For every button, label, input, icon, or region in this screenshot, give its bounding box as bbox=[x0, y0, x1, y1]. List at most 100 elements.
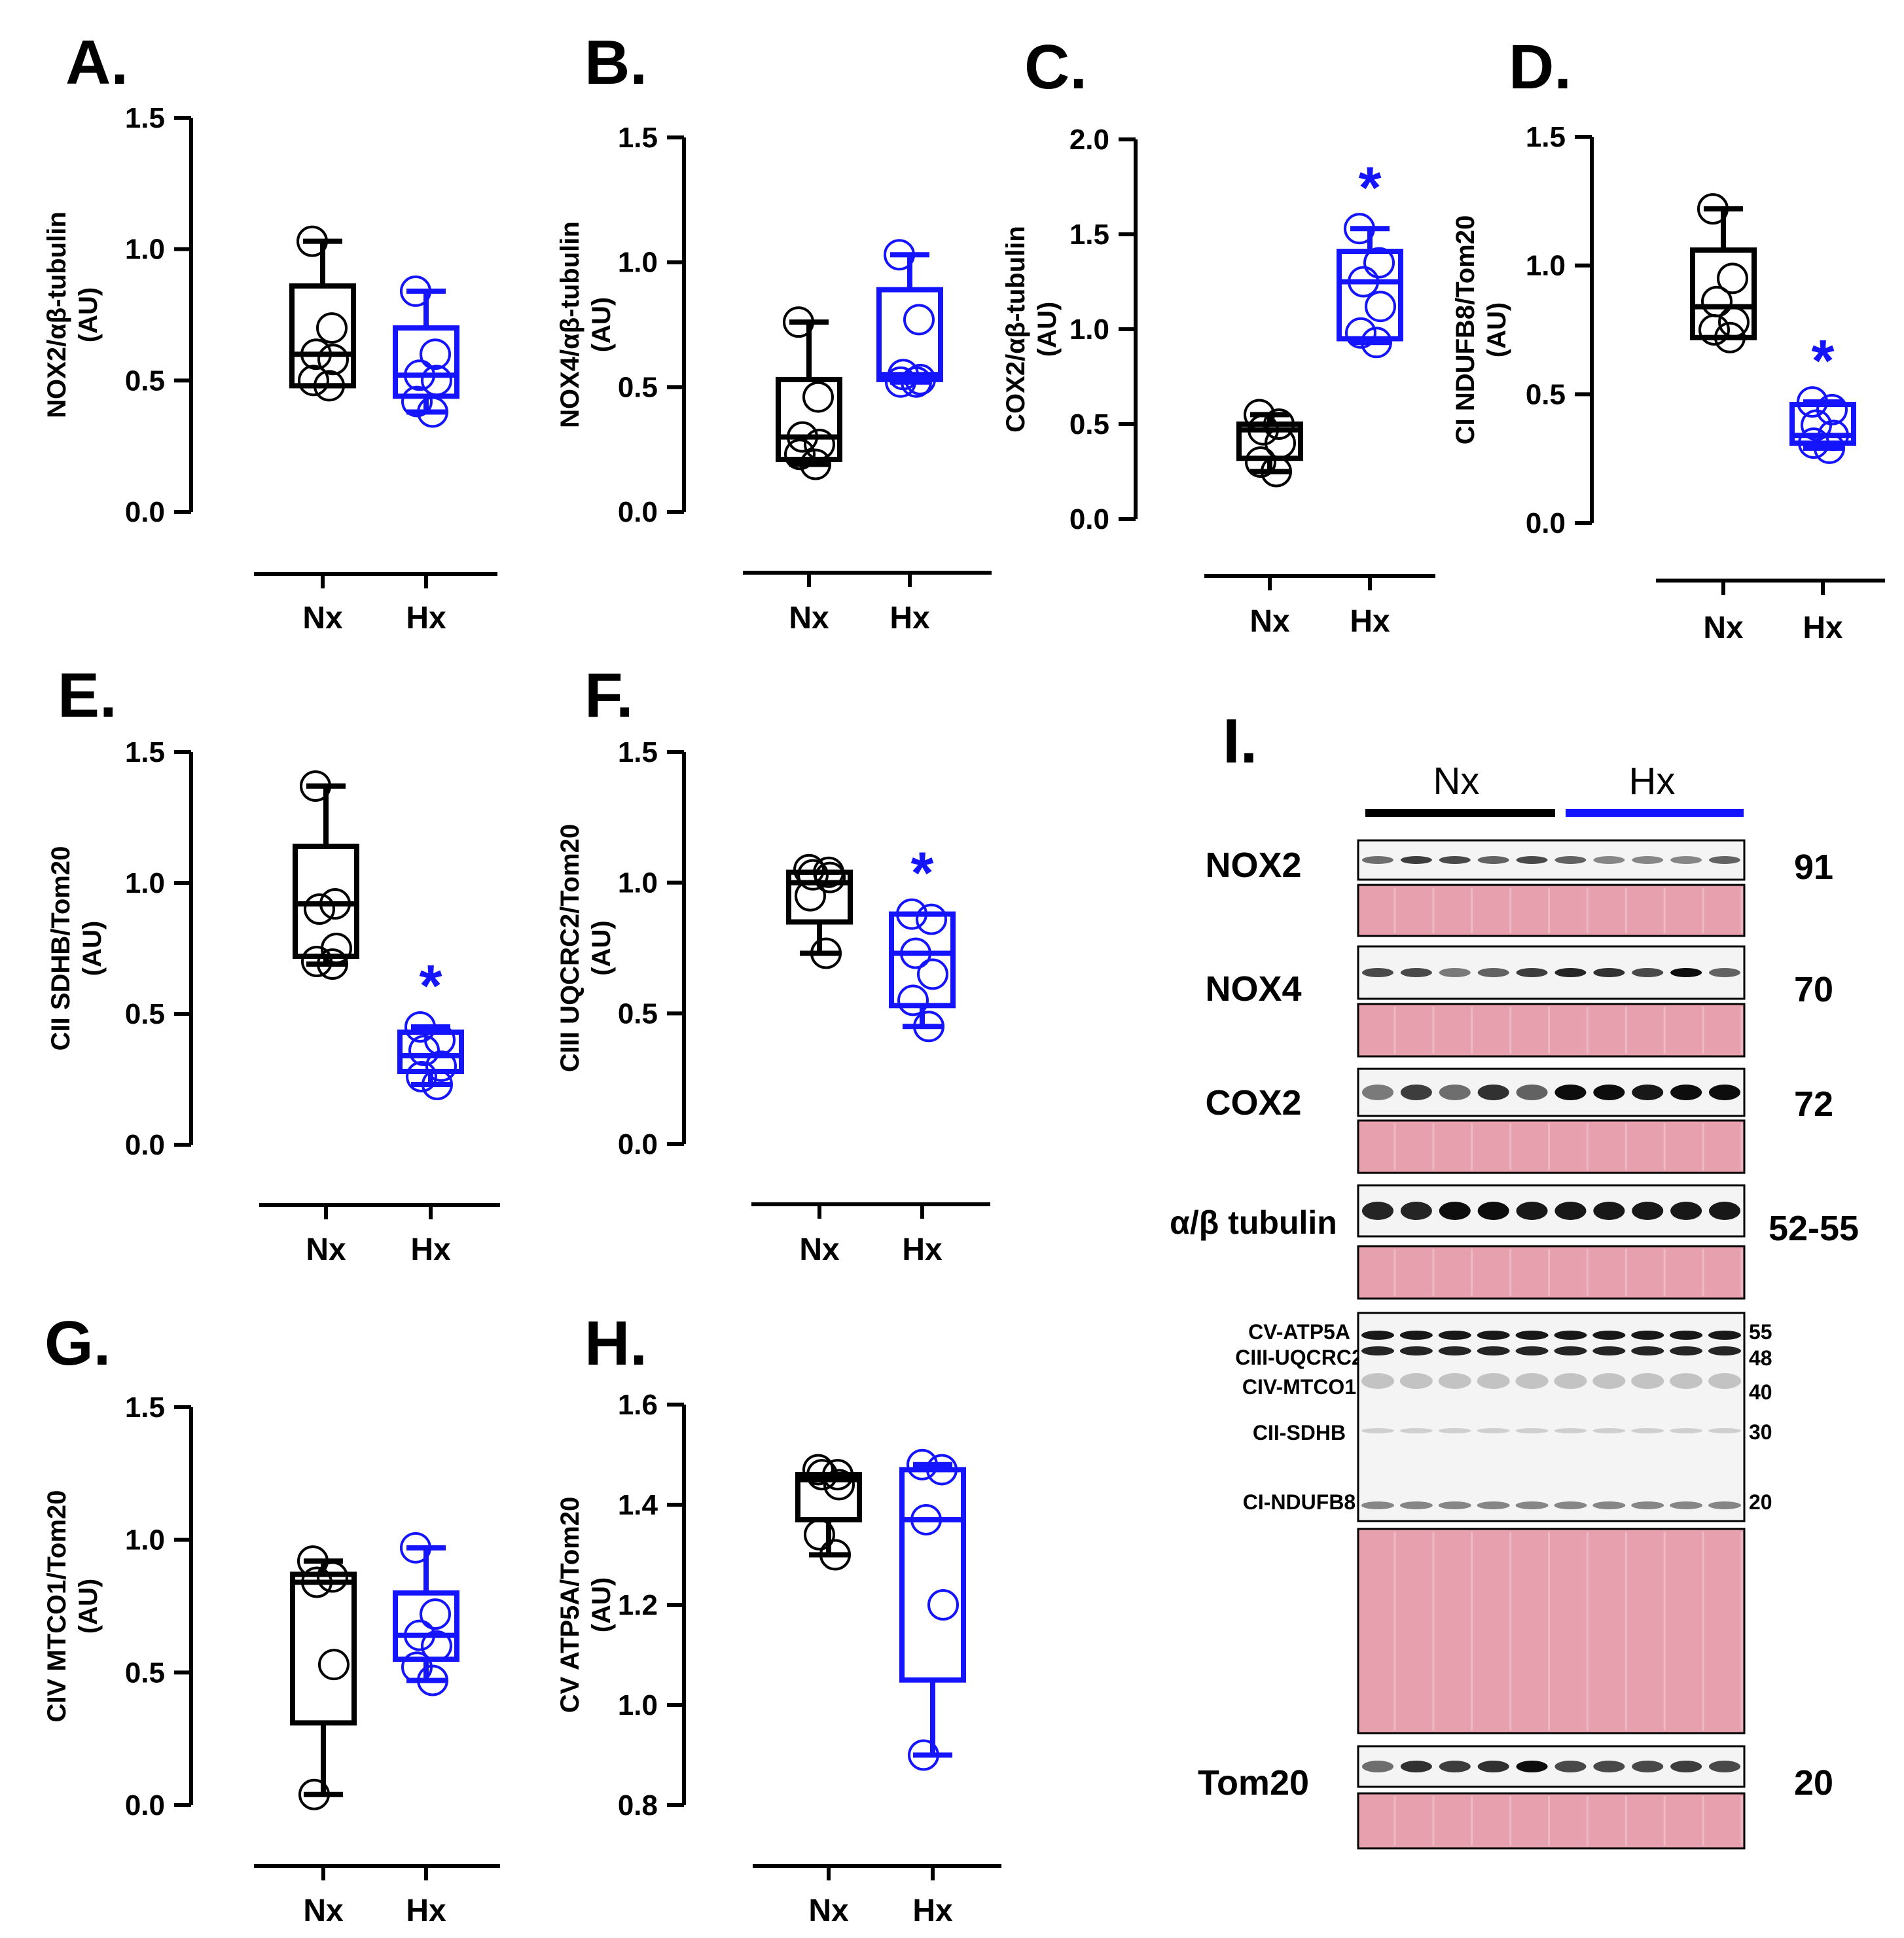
boxplot-hx bbox=[876, 239, 943, 398]
chart-d: D. 0.0 0.5 1.0 1.5 CI NDUFB8/Tom20 (AU) Nx Hx * bbox=[1451, 32, 1885, 645]
band bbox=[1709, 1085, 1740, 1100]
panel-letter-I: I. bbox=[1223, 706, 1257, 776]
y-axis-label-line2: (AU) bbox=[78, 921, 107, 976]
band bbox=[1399, 1331, 1433, 1340]
y-tick-label: 0.5 bbox=[1526, 378, 1566, 410]
blot-kda-tubulin: 52-55 bbox=[1769, 1209, 1859, 1248]
boxplot-hx: * bbox=[1337, 155, 1403, 359]
band bbox=[1592, 1331, 1626, 1340]
band bbox=[1439, 968, 1471, 977]
y-tick-label: 0.5 bbox=[125, 1657, 165, 1689]
boxplot-hx: * bbox=[397, 954, 464, 1100]
band bbox=[1631, 1373, 1664, 1389]
band bbox=[1554, 1373, 1587, 1389]
ponceau-nox2 bbox=[1357, 884, 1746, 937]
y-axis-label: CIII UQCRC2/Tom20 (AU) bbox=[556, 824, 616, 1072]
blot-kda-civ-mtco1: 40 bbox=[1749, 1380, 1772, 1404]
band bbox=[1592, 1428, 1626, 1433]
y-tick-label: 0.5 bbox=[125, 998, 165, 1030]
ponceau-cox2 bbox=[1357, 1119, 1746, 1174]
band bbox=[1592, 1373, 1626, 1389]
band bbox=[1361, 1501, 1394, 1509]
band bbox=[1516, 968, 1548, 977]
band bbox=[1362, 1761, 1393, 1772]
blot-label-nox2: NOX2 bbox=[1205, 846, 1301, 885]
ponceau-nox4 bbox=[1357, 1003, 1746, 1058]
y-axis-label-line1: NOX2/αβ-tubulin bbox=[43, 211, 71, 418]
data-point bbox=[897, 984, 929, 1016]
box-iqr bbox=[1690, 247, 1757, 340]
boxplot-nx bbox=[290, 1545, 357, 1810]
blot-kda-nox2: 91 bbox=[1794, 848, 1833, 887]
band bbox=[1516, 1085, 1548, 1100]
band bbox=[1554, 1346, 1587, 1355]
blot-label-ci-ndufb8: CI-NDUFB8 bbox=[1243, 1490, 1356, 1514]
band bbox=[1439, 1761, 1471, 1772]
data-point bbox=[304, 893, 335, 925]
y-tick-label: 0.0 bbox=[125, 496, 165, 528]
data-point bbox=[301, 1566, 332, 1598]
data-point bbox=[917, 958, 948, 990]
blot-header-nx: Nx bbox=[1433, 760, 1480, 802]
y-tick-label: 1.6 bbox=[618, 1389, 658, 1421]
y-axis-label-line1: CI NDUFB8/Tom20 bbox=[1451, 215, 1480, 444]
data-point bbox=[903, 304, 935, 336]
panel-letter: F. bbox=[584, 660, 634, 730]
data-point bbox=[298, 365, 329, 397]
data-point bbox=[317, 344, 349, 376]
data-point bbox=[916, 903, 947, 935]
band bbox=[1670, 1202, 1702, 1220]
blot-strips bbox=[1357, 839, 1746, 1850]
data-point bbox=[913, 1011, 944, 1043]
data-point bbox=[804, 1518, 835, 1551]
panel-letter: A. bbox=[65, 27, 128, 98]
blot-header-hx: Hx bbox=[1629, 760, 1676, 802]
x-tick-label: Nx bbox=[799, 1232, 840, 1267]
blot-label-cox2: COX2 bbox=[1205, 1083, 1301, 1122]
data-point bbox=[810, 937, 842, 969]
ponceau-tom20 bbox=[1357, 1792, 1746, 1850]
band bbox=[1438, 1428, 1471, 1433]
data-point bbox=[907, 1448, 938, 1480]
chart-b: B. 0.0 0.5 1.0 1.5 NOX4/αβ-tubulin (AU) Nx Hx bbox=[556, 27, 992, 636]
y-tick-label: 0.5 bbox=[618, 371, 658, 403]
data-point bbox=[885, 366, 916, 398]
panel-letter: B. bbox=[584, 27, 647, 98]
data-point bbox=[927, 1589, 959, 1621]
band bbox=[1670, 1501, 1703, 1509]
data-point bbox=[317, 1561, 348, 1593]
data-point bbox=[408, 1035, 440, 1066]
band bbox=[1477, 1373, 1510, 1389]
band bbox=[1593, 1202, 1625, 1220]
band bbox=[1708, 1428, 1741, 1433]
y-axis-label-line1: CIV MTCO1/Tom20 bbox=[43, 1490, 71, 1723]
data-point bbox=[417, 1664, 448, 1696]
y-tick-label: 1.0 bbox=[618, 867, 658, 899]
band bbox=[1439, 856, 1471, 864]
y-tick-label: 0.5 bbox=[618, 997, 658, 1030]
band bbox=[1670, 1346, 1703, 1355]
data-point bbox=[797, 859, 829, 891]
band bbox=[1670, 1373, 1703, 1389]
band bbox=[1709, 968, 1740, 977]
data-point bbox=[406, 1061, 437, 1092]
box-iqr bbox=[889, 911, 956, 1009]
band bbox=[1593, 1085, 1625, 1100]
chart-c: C. 0.0 0.5 1.0 1.5 2.0 COX2/αβ-tubulin (AU) Nx Hx… bbox=[1001, 32, 1435, 639]
band bbox=[1670, 856, 1702, 864]
y-tick-label: 1.0 bbox=[618, 1689, 658, 1721]
y-axis-label: NOX2/αβ-tubulin (AU) bbox=[43, 211, 103, 418]
data-point bbox=[901, 366, 932, 398]
band bbox=[1631, 1428, 1664, 1433]
data-point bbox=[1718, 306, 1750, 338]
nx-group-bar bbox=[1365, 809, 1555, 817]
y-axis-label: NOX4/αβ-tubulin (AU) bbox=[556, 221, 616, 428]
y-tick-label: 0.0 bbox=[125, 1129, 165, 1161]
data-point bbox=[1797, 386, 1828, 418]
data-point bbox=[424, 1024, 456, 1056]
data-point bbox=[421, 1630, 452, 1662]
band bbox=[1554, 1085, 1587, 1100]
data-point bbox=[300, 338, 332, 370]
y-tick-label: 1.0 bbox=[125, 1524, 165, 1556]
